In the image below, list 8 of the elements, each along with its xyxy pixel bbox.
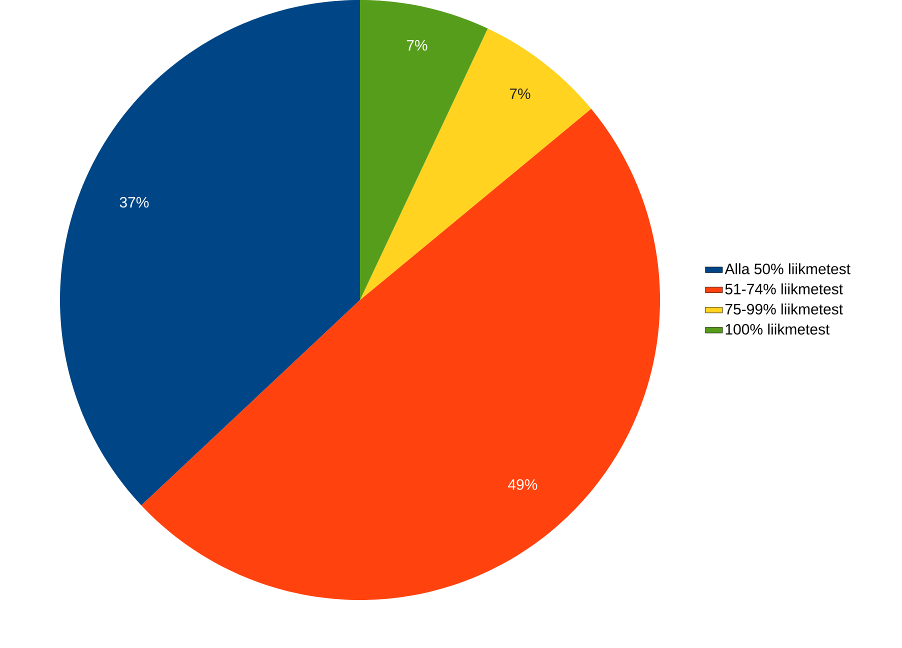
data-label: 37% — [120, 196, 149, 208]
legend-label: 75-99% liikmetest — [725, 303, 843, 315]
legend-label: Alla 50% liikmetest — [724, 263, 850, 274]
data-label: 49% — [508, 479, 538, 490]
legend-label: 51-74% liikmetest — [725, 283, 843, 294]
data-label: 7% — [510, 88, 530, 100]
legend-label: 100% liikmetest — [726, 324, 830, 335]
data-label: 7% — [406, 40, 428, 51]
